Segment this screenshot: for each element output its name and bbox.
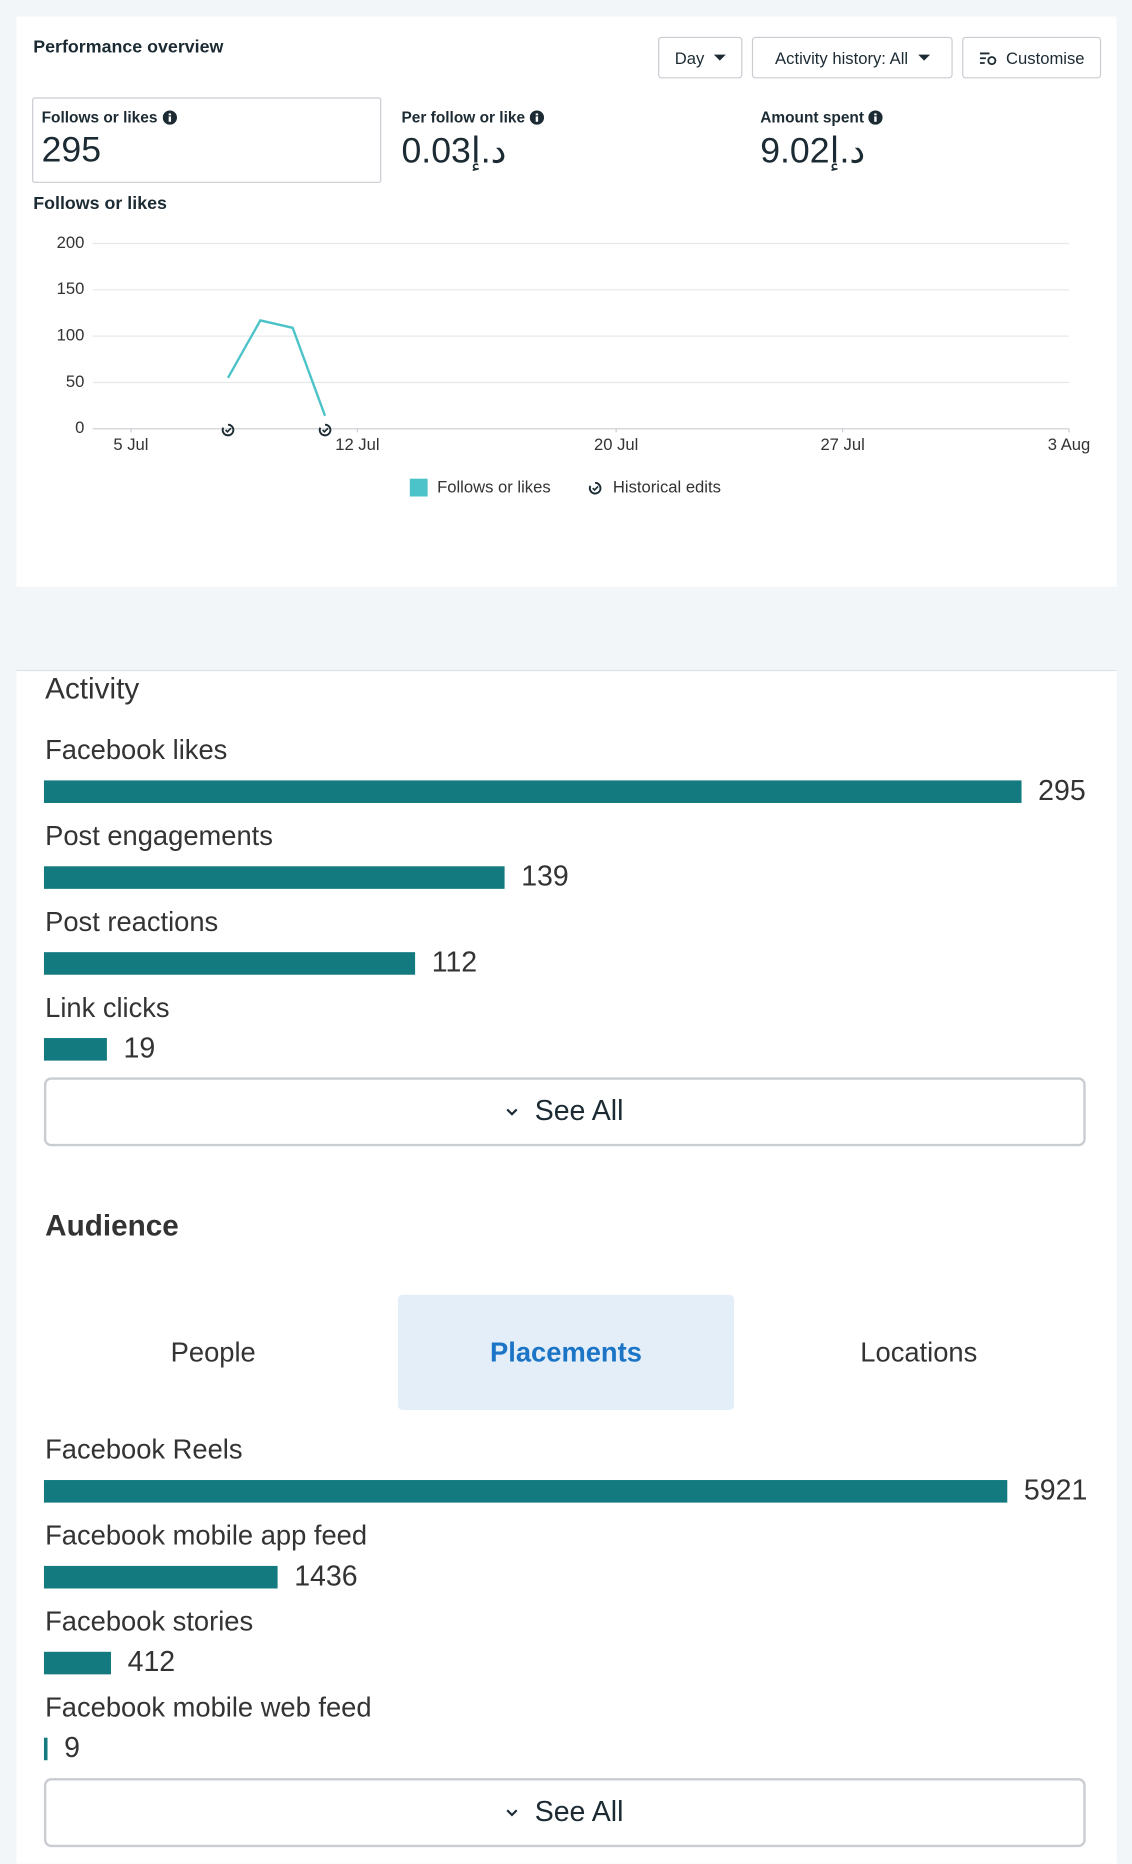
button-label: Activity history: All (775, 48, 909, 68)
tab[interactable]: Placements (397, 1294, 735, 1410)
chevron (506, 1108, 518, 1116)
button-label: Customise (1005, 48, 1085, 68)
metric-name: Amount spent (760, 108, 865, 126)
metric-label: Amount spent (760, 108, 884, 126)
caret (917, 54, 930, 61)
day-dropdown[interactable]: Day (658, 36, 743, 79)
metric-box-selected[interactable] (32, 97, 382, 183)
see-all-button[interactable]: See All (43, 1778, 1086, 1848)
see-all-button[interactable]: See All (43, 1077, 1086, 1147)
metric-value: 0.03د.إ (401, 131, 507, 172)
info-icon[interactable] (529, 109, 545, 125)
button-label: See All (534, 1795, 624, 1829)
info-icon[interactable] (162, 109, 177, 125)
metric-name: Per follow or like (401, 108, 526, 126)
metric-label: Per follow or like (401, 108, 545, 126)
section-title: Activity (45, 672, 140, 706)
metric-value: 9.02د.إ (760, 131, 866, 172)
caret (713, 54, 726, 61)
tab[interactable]: People (170, 1336, 256, 1368)
tab[interactable]: Locations (860, 1336, 978, 1368)
metric-name: Follows or likes (41, 108, 158, 126)
customise-icon (979, 51, 997, 65)
metric-value: 295 (41, 130, 102, 170)
metric-label: Follows or likes (42, 108, 177, 126)
performance-card (16, 16, 1117, 587)
section-title: Performance overview (33, 36, 224, 58)
button-label: See All (534, 1095, 624, 1128)
info-icon[interactable] (868, 109, 884, 125)
button-label: Day (674, 48, 705, 68)
activity-dropdown[interactable]: Activity history: All (751, 36, 953, 79)
details-card (16, 669, 1117, 1864)
section-title: Audience (45, 1209, 179, 1243)
chart-title: Follows or likes (33, 193, 167, 214)
chevron (506, 1809, 518, 1817)
customise-button[interactable]: Customise (962, 36, 1102, 79)
